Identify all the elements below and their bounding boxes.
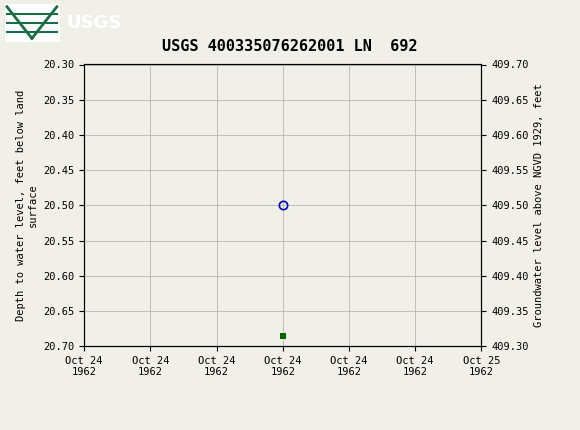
Text: USGS: USGS <box>67 14 122 31</box>
FancyBboxPatch shape <box>5 3 60 42</box>
Y-axis label: Depth to water level, feet below land
surface: Depth to water level, feet below land su… <box>16 90 38 321</box>
Y-axis label: Groundwater level above NGVD 1929, feet: Groundwater level above NGVD 1929, feet <box>534 83 544 327</box>
Text: USGS 400335076262001 LN  692: USGS 400335076262001 LN 692 <box>162 39 418 54</box>
